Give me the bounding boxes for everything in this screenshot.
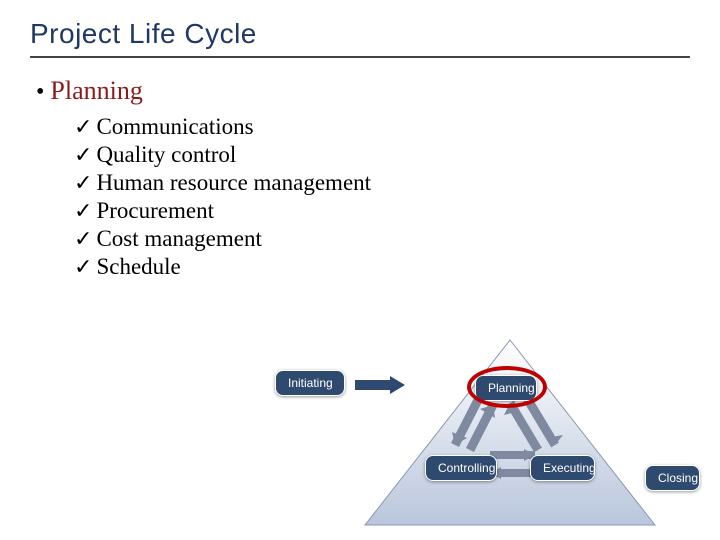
- list-item: ✓ Communications: [74, 114, 690, 140]
- list-item-label: Cost management: [96, 226, 261, 252]
- main-bullet: • Planning: [36, 76, 690, 106]
- stage-planning: Planning: [475, 375, 537, 401]
- main-bullet-text: Planning: [50, 76, 142, 106]
- list-item: ✓ Cost management: [74, 226, 690, 252]
- check-icon: ✓: [74, 198, 92, 224]
- check-icon: ✓: [74, 170, 92, 196]
- list-item-label: Quality control: [96, 142, 236, 168]
- arrow-icon: [355, 376, 405, 394]
- stage-closing: Closing: [645, 465, 700, 491]
- slide-container: Project Life Cycle • Planning ✓ Communic…: [0, 0, 720, 540]
- lifecycle-diagram: Initiating Planning Controlling Executin…: [200, 340, 720, 540]
- check-icon: ✓: [74, 142, 92, 168]
- check-icon: ✓: [74, 254, 92, 280]
- list-item: ✓ Quality control: [74, 142, 690, 168]
- list-item-label: Communications: [96, 114, 253, 140]
- check-icon: ✓: [74, 114, 92, 140]
- list-item: ✓ Schedule: [74, 254, 690, 280]
- triangle-icon: [360, 335, 660, 530]
- page-title: Project Life Cycle: [30, 18, 690, 50]
- check-icon: ✓: [74, 226, 92, 252]
- stage-controlling: Controlling: [425, 455, 497, 481]
- check-list: ✓ Communications ✓ Quality control ✓ Hum…: [74, 114, 690, 280]
- list-item-label: Schedule: [96, 254, 180, 280]
- list-item: ✓ Procurement: [74, 198, 690, 224]
- list-item-label: Procurement: [96, 198, 214, 224]
- list-item-label: Human resource management: [96, 170, 371, 196]
- stage-initiating: Initiating: [275, 370, 345, 396]
- title-rule: [30, 56, 690, 58]
- bullet-icon: •: [36, 80, 44, 104]
- list-item: ✓ Human resource management: [74, 170, 690, 196]
- stage-executing: Executing: [530, 455, 595, 481]
